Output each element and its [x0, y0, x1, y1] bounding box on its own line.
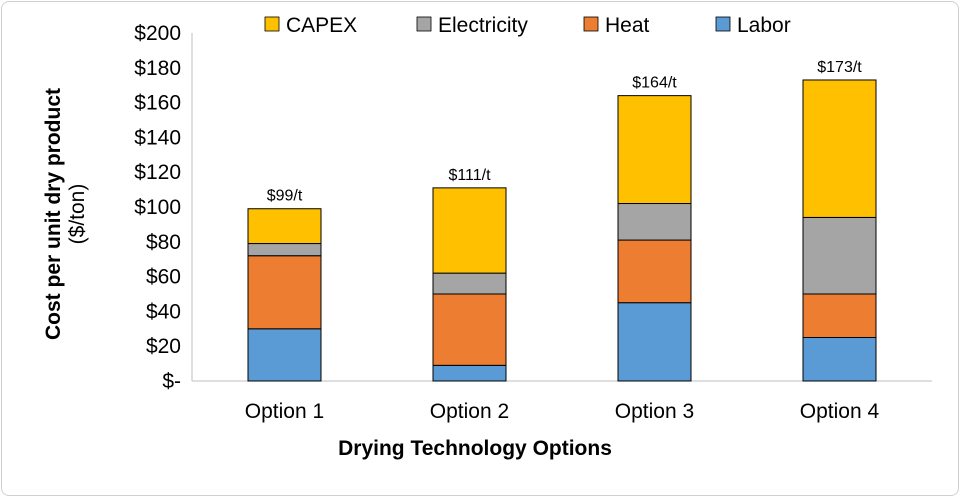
total-label: $111/t	[448, 167, 491, 184]
bar-segment-electricity	[617, 203, 692, 241]
y-axis-title: Cost per unit dry product	[42, 88, 65, 340]
legend-label-labor: Labor	[737, 14, 791, 37]
y-axis-ticks: $- $20 $40 $60 $80 $100 $120 $140 $160 $180 $200	[134, 22, 181, 393]
bar-segment-capex	[802, 79, 877, 218]
bar-segment-labor	[432, 364, 507, 382]
bars	[247, 79, 877, 382]
bar-segment-labor	[247, 328, 322, 382]
y-tick-label: $40	[146, 300, 181, 323]
bar-segment-heat	[247, 255, 322, 330]
legend-label-capex: CAPEX	[286, 14, 357, 37]
bar-segment-capex	[617, 95, 692, 205]
bar-segment-heat	[617, 239, 692, 304]
y-tick-label: $-	[162, 370, 181, 393]
bar-segment-labor	[802, 337, 877, 382]
legend-swatch-heat	[583, 16, 599, 32]
y-tick-label: $180	[134, 57, 181, 80]
total-label: $164/t	[632, 75, 677, 92]
legend: CAPEX Electricity Heat Labor	[264, 14, 791, 37]
y-tick-label: $200	[134, 22, 181, 45]
bar-segment-electricity	[802, 216, 877, 295]
y-tick-label: $140	[134, 126, 181, 149]
x-axis-title: Drying Technology Options	[338, 437, 612, 460]
bar-segment-electricity	[247, 243, 322, 257]
y-tick-label: $100	[134, 196, 181, 219]
legend-label-electricity: Electricity	[438, 14, 528, 37]
x-tick-label: Option 4	[800, 400, 880, 423]
y-tick-label: $160	[134, 92, 181, 115]
bar-segment-labor	[617, 302, 692, 382]
bar-segment-electricity	[432, 272, 507, 295]
bar-segment-heat	[432, 293, 507, 366]
legend-swatch-capex	[264, 16, 280, 32]
legend-label-heat: Heat	[605, 14, 650, 37]
y-tick-label: $60	[146, 266, 181, 289]
total-label: $173/t	[817, 59, 862, 76]
legend-swatch-labor	[715, 16, 731, 32]
bar-segment-capex	[247, 208, 322, 245]
x-tick-label: Option 2	[430, 400, 509, 423]
y-tick-label: $120	[134, 161, 181, 184]
bar-segment-capex	[432, 187, 507, 274]
y-tick-label: $20	[146, 335, 181, 358]
y-tick-label: $80	[146, 231, 181, 254]
x-tick-label: Option 3	[615, 400, 694, 423]
y-axis-unit: ($/ton)	[66, 184, 89, 245]
x-axis-ticks: Option 1 Option 2 Option 3 Option 4	[245, 400, 880, 423]
total-labels: $99/t $111/t $164/t $173/t	[267, 59, 863, 205]
legend-swatch-electricity	[416, 16, 432, 32]
x-tick-label: Option 1	[245, 400, 324, 423]
bar-segment-heat	[802, 293, 877, 338]
total-label: $99/t	[267, 188, 303, 205]
